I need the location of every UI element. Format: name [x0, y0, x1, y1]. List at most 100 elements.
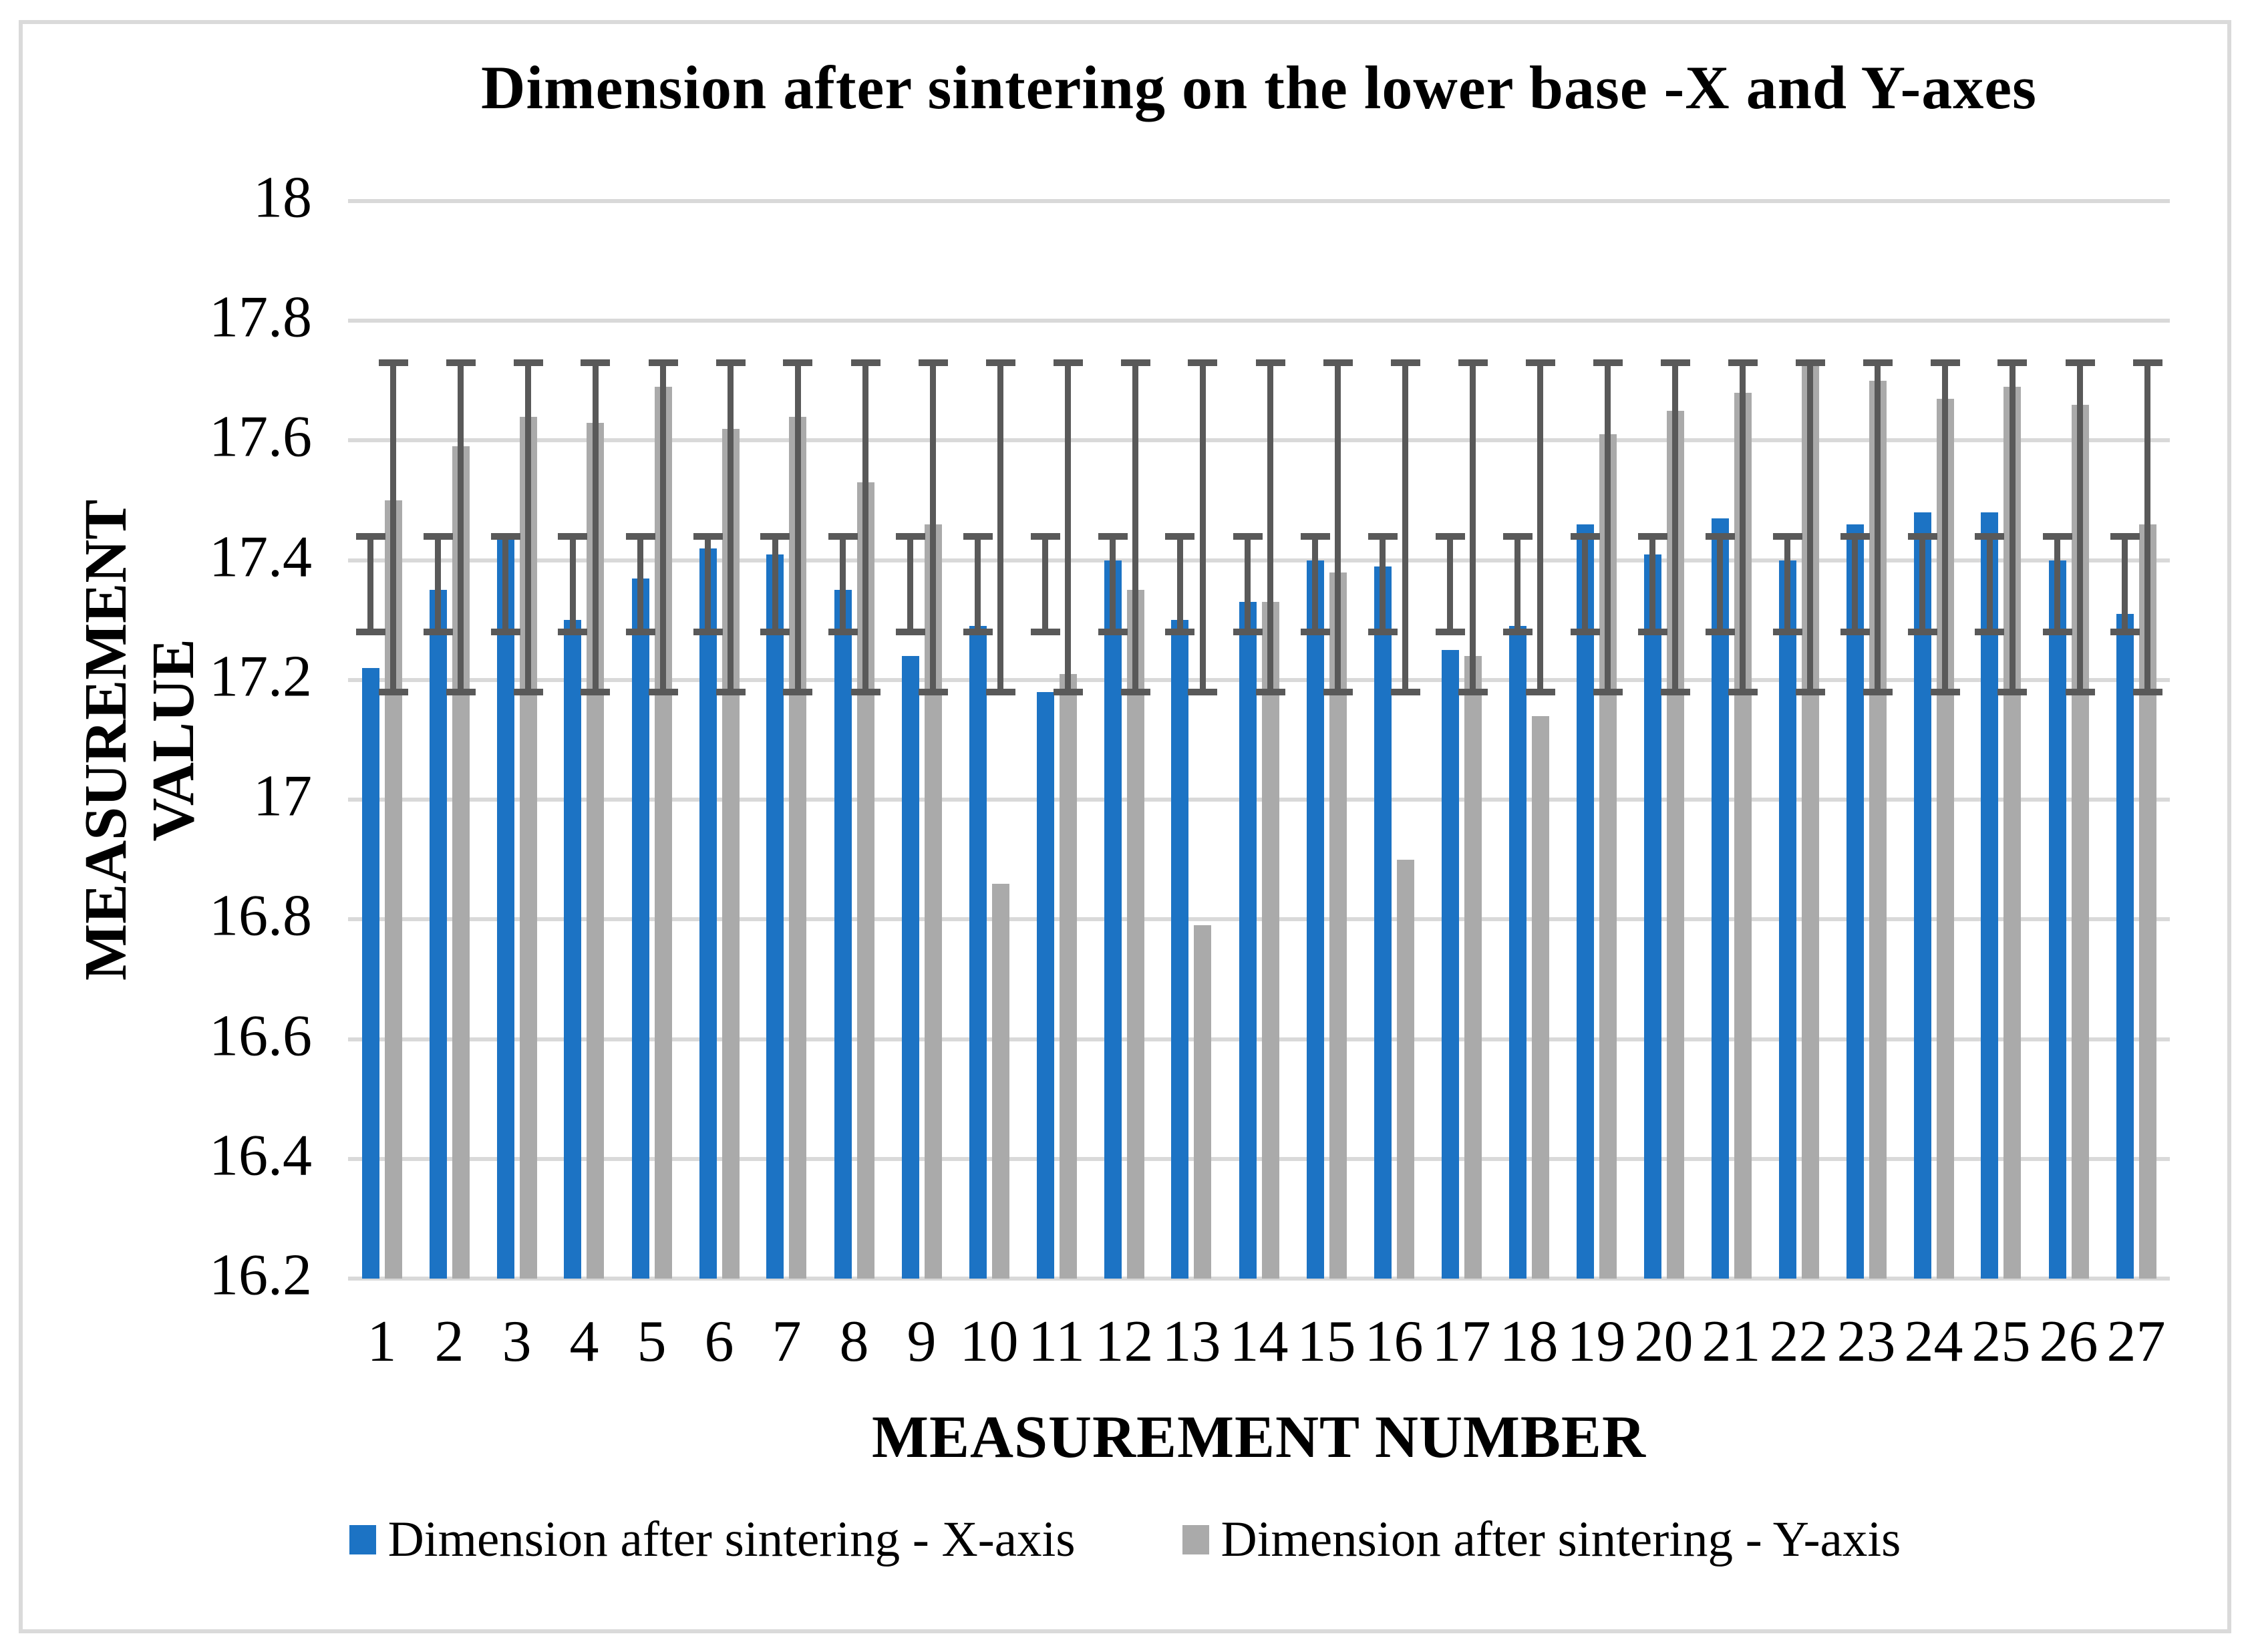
error-bar-cap-top	[1502, 532, 1533, 540]
gridline	[348, 199, 2170, 203]
bar-x-axis-series	[1778, 560, 1796, 1279]
category-cell	[955, 201, 1023, 1279]
error-bar-x-series	[760, 532, 790, 636]
error-bar-cap-bottom	[1120, 688, 1150, 695]
error-bar-line	[525, 362, 531, 692]
error-bar-line	[1852, 536, 1858, 633]
error-bar-line	[840, 536, 846, 633]
error-bar-line	[862, 362, 868, 692]
x-tick-label: 19	[1567, 1309, 1626, 1374]
error-bar-cap-bottom	[1255, 688, 1285, 695]
error-bar-x-series	[1098, 532, 1128, 636]
bar-y-axis-series	[1531, 715, 1549, 1279]
y-tick-label: 17.2	[209, 644, 312, 709]
gridline	[348, 319, 2170, 323]
error-bar-x-series	[1165, 532, 1195, 636]
x-tick-label: 7	[772, 1309, 802, 1374]
error-bar-cap-bottom	[2132, 688, 2162, 695]
error-bar-cap-bottom	[1593, 688, 1623, 695]
error-bar-x-series	[1233, 532, 1263, 636]
category-cell	[1495, 201, 1563, 1279]
error-bar-line	[975, 536, 981, 633]
error-bar-x-series	[693, 532, 723, 636]
error-bar-cap-top	[850, 359, 880, 366]
category-cell	[1563, 201, 1630, 1279]
category-cell	[483, 201, 550, 1279]
x-tick-label: 2	[434, 1309, 464, 1374]
error-bar-cap-bottom	[513, 688, 543, 695]
bar-x-axis-series	[1036, 691, 1054, 1279]
error-bar-cap-top	[963, 532, 993, 540]
error-bar-line	[502, 536, 508, 633]
bar-x-axis-series	[361, 667, 379, 1279]
bar-x-axis-series	[1104, 560, 1122, 1279]
error-bar-cap-top	[1795, 359, 1825, 366]
category-cell	[2035, 201, 2102, 1279]
category-cell	[1900, 201, 1967, 1279]
error-bar-y-series	[1660, 359, 1690, 695]
error-bar-cap-bottom	[625, 629, 655, 636]
error-bar-x-series	[625, 532, 655, 636]
error-bar-cap-bottom	[1368, 629, 1398, 636]
legend-label-x-series: Dimension after sintering - X-axis	[387, 1512, 1076, 1567]
error-bar-cap-top	[1458, 359, 1488, 366]
error-bar-cap-top	[1570, 532, 1600, 540]
gridline	[348, 677, 2170, 682]
error-bar-line	[1717, 536, 1723, 633]
gridline	[348, 1037, 2170, 1041]
error-bar-y-series	[1728, 359, 1758, 695]
category-cell	[1293, 201, 1360, 1279]
x-tick-label: 26	[2039, 1309, 2098, 1374]
error-bar-y-series	[2065, 359, 2095, 695]
error-bar-y-series	[1930, 359, 1960, 695]
error-bar-y-series	[2132, 359, 2162, 695]
error-bar-cap-top	[2042, 532, 2072, 540]
error-bar-cap-bottom	[963, 629, 993, 636]
error-bar-x-series	[1368, 532, 1398, 636]
legend-label-y-series: Dimension after sintering - Y-axis	[1221, 1512, 1901, 1567]
bar-x-axis-series	[969, 626, 987, 1279]
error-bar-cap-bottom	[1660, 688, 1690, 695]
category-cell	[753, 201, 820, 1279]
y-tick-label: 16.2	[209, 1243, 312, 1308]
error-bar-y-series	[1593, 359, 1623, 695]
error-bar-cap-top	[1660, 359, 1690, 366]
error-bar-line	[637, 536, 643, 633]
error-bar-cap-top	[513, 359, 543, 366]
error-bar-line	[2077, 362, 2083, 692]
error-bar-x-series	[355, 532, 385, 636]
error-bar-x-series	[1435, 532, 1465, 636]
category-cell	[1967, 201, 2035, 1279]
error-bar-cap-bottom	[2110, 629, 2140, 636]
error-bar-cap-top	[378, 359, 408, 366]
x-tick-label: 9	[907, 1309, 937, 1374]
error-bar-line	[367, 536, 373, 633]
error-bar-cap-bottom	[1098, 629, 1128, 636]
error-bar-cap-top	[1728, 359, 1758, 366]
error-bar-cap-top	[423, 532, 453, 540]
bar-x-axis-series	[2116, 614, 2134, 1279]
category-cell	[1023, 201, 1090, 1279]
x-tick-label: 21	[1702, 1309, 1761, 1374]
x-tick-label: 8	[839, 1309, 869, 1374]
error-bar-cap-top	[1705, 532, 1735, 540]
error-bar-y-series	[1255, 359, 1285, 695]
error-bar-y-series	[918, 359, 948, 695]
error-bar-cap-bottom	[1637, 629, 1667, 636]
bar-x-axis-series	[2048, 560, 2066, 1279]
error-bar-y-series	[1795, 359, 1825, 695]
error-bar-cap-top	[1637, 532, 1667, 540]
error-bar-cap-top	[1030, 532, 1060, 540]
legend-swatch-x-series	[349, 1525, 376, 1554]
error-bar-x-series	[1030, 532, 1060, 636]
bar-x-axis-series	[834, 590, 852, 1279]
gridline	[348, 1277, 2170, 1281]
error-bar-x-series	[895, 532, 925, 636]
error-bar-line	[1537, 362, 1543, 692]
bar-x-axis-series	[496, 536, 514, 1279]
error-bar-cap-bottom	[1570, 629, 1600, 636]
error-bar-cap-top	[1255, 359, 1285, 366]
error-bar-y-series	[850, 359, 880, 695]
error-bar-line	[1582, 536, 1588, 633]
error-bar-cap-top	[760, 532, 790, 540]
